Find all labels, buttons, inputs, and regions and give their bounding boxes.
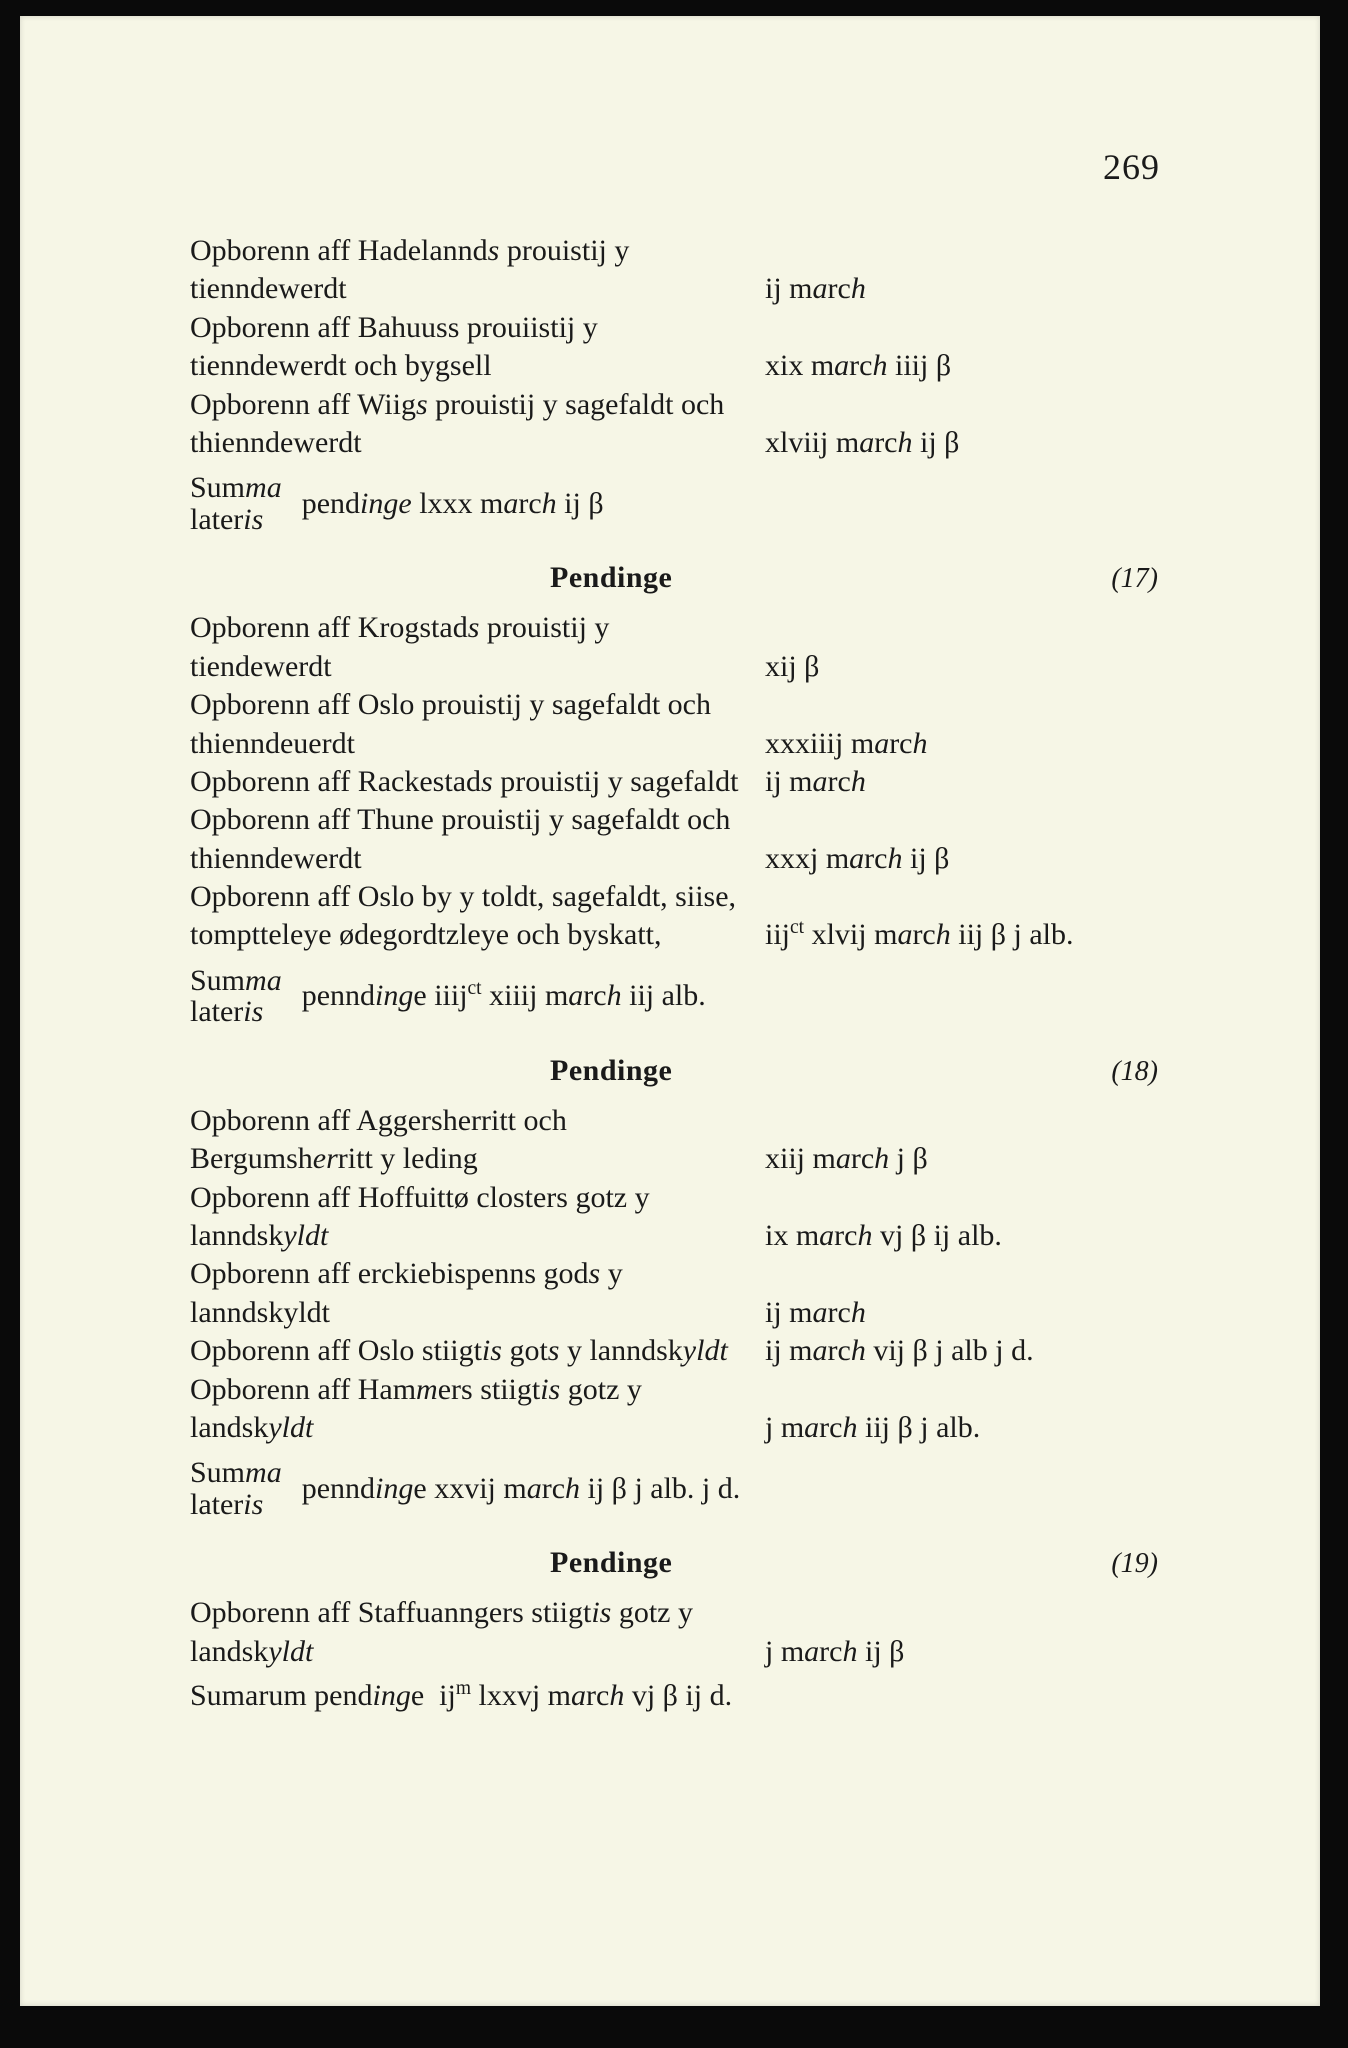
ledger-entry: Opborenn aff Hadelannds prouistij y tien… — [190, 232, 1180, 309]
sumarum-row: Sumarum pendinge ijm lxxvj march vj β ij… — [190, 1677, 1180, 1715]
section-heading-row: Pendinge (17) — [190, 561, 1180, 595]
section-heading-row: Pendinge (19) — [190, 1546, 1180, 1580]
summa-top: Summa — [190, 965, 282, 997]
summa-row: Summa lateris penndinge iiijct xiiij mar… — [190, 965, 1180, 1028]
entry-amount: ij march — [755, 763, 1180, 801]
summa-value: penndinge iiijct xiiij march iij alb. — [302, 979, 1180, 1013]
section-heading-row: Pendinge (18) — [190, 1054, 1180, 1088]
summa-bot: lateris — [190, 1489, 282, 1521]
ledger-entry: Opborenn aff Hoffuittø closters gotz y l… — [190, 1179, 1180, 1256]
ledger-entry: Opborenn aff Staffuanngers stiigtis gotz… — [190, 1594, 1180, 1671]
summa-top: Summa — [190, 1457, 282, 1489]
entry-label: Opborenn aff erckiebispenns gods y lannd… — [190, 1255, 755, 1332]
ledger-entry: Opborenn aff Hammers stiigtis gotz y lan… — [190, 1371, 1180, 1448]
summa-row: Summa lateris pendinge lxxx march ij β — [190, 472, 1180, 535]
entry-amount: ij march — [755, 270, 1180, 308]
summa-bot: lateris — [190, 996, 282, 1028]
summa-value: pendinge lxxx march ij β — [302, 487, 1180, 521]
ledger-entry: Opborenn aff Oslo stiigtis gots y lannds… — [190, 1332, 1180, 1370]
ledger-entry: Opborenn aff Bahuuss prouiistij y tiennd… — [190, 309, 1180, 386]
summa-value: penndinge xxvij march ij β j alb. j d. — [302, 1472, 1180, 1506]
entry-label: Opborenn aff Rackestads prouistij y sage… — [190, 763, 755, 801]
section-heading: Pendinge — [550, 1054, 730, 1088]
entry-amount: j march iij β j alb. — [755, 1409, 1180, 1447]
section-number: (17) — [730, 563, 1180, 595]
ledger-entry: Opborenn aff Oslo prouistij y sagefaldt … — [190, 686, 1180, 763]
section-heading: Pendinge — [550, 1546, 730, 1580]
entry-amount: xiij march j β — [755, 1140, 1180, 1178]
entry-label: Opborenn aff Thune prouistij y sagefaldt… — [190, 801, 755, 878]
entry-amount: ij march vij β j alb j d. — [755, 1332, 1180, 1370]
entry-label: Opborenn aff Hadelannds prouistij y tien… — [190, 232, 755, 309]
summa-bot: lateris — [190, 504, 282, 536]
entry-block: Opborenn aff Hadelannds prouistij y tien… — [190, 232, 1180, 535]
sumarum-value: Sumarum pendinge ijm lxxvj march vj β ij… — [190, 1677, 1180, 1715]
entry-label: Opborenn aff Oslo prouistij y sagefaldt … — [190, 686, 755, 763]
entry-label: Opborenn aff Krogstads prouistij y tiend… — [190, 609, 755, 686]
entry-amount: iijct xlvij march iij β j alb. — [755, 916, 1180, 954]
ledger-entry: Opborenn aff Krogstads prouistij y tiend… — [190, 609, 1180, 686]
entry-amount: ix march vj β ij alb. — [755, 1217, 1180, 1255]
entry-amount: xxxiiij march — [755, 725, 1180, 763]
entry-amount: xxxj march ij β — [755, 840, 1180, 878]
entry-label: Opborenn aff Aggersherritt och Bergumshe… — [190, 1102, 755, 1179]
summa-lateris: Summa lateris — [190, 965, 302, 1028]
entry-label: Opborenn aff Hammers stiigtis gotz y lan… — [190, 1371, 755, 1448]
entry-amount: xix march iiij β — [755, 347, 1180, 385]
summa-lateris: Summa lateris — [190, 472, 302, 535]
entry-label: Opborenn aff Staffuanngers stiigtis gotz… — [190, 1594, 755, 1671]
ledger-entry: Opborenn aff erckiebispenns gods y lannd… — [190, 1255, 1180, 1332]
entry-amount: xij β — [755, 648, 1180, 686]
entry-label: Opborenn aff Oslo by y toldt, sagefaldt,… — [190, 878, 755, 955]
entry-block: Opborenn aff Krogstads prouistij y tiend… — [190, 609, 1180, 1028]
summa-top: Summa — [190, 472, 282, 504]
summa-lateris: Summa lateris — [190, 1457, 302, 1520]
section-number: (19) — [730, 1548, 1180, 1580]
ledger-entry: Opborenn aff Wiigs prouistij y sagefaldt… — [190, 386, 1180, 463]
ledger-entry: Opborenn aff Thune prouistij y sagefaldt… — [190, 801, 1180, 878]
page-number: 269 — [190, 146, 1180, 188]
entry-label: Opborenn aff Oslo stiigtis gots y lannds… — [190, 1332, 755, 1370]
section-number: (18) — [730, 1056, 1180, 1088]
entry-block: Opborenn aff Aggersherritt och Bergumshe… — [190, 1102, 1180, 1521]
entry-amount: ij march — [755, 1294, 1180, 1332]
entry-label: Opborenn aff Wiigs prouistij y sagefaldt… — [190, 386, 755, 463]
entry-amount: xlviij march ij β — [755, 424, 1180, 462]
entry-label: Opborenn aff Bahuuss prouiistij y tiennd… — [190, 309, 755, 386]
entry-amount: j march ij β — [755, 1633, 1180, 1671]
document-page: 269 Opborenn aff Hadelannds prouistij y … — [20, 16, 1320, 2006]
summa-row: Summa lateris penndinge xxvij march ij β… — [190, 1457, 1180, 1520]
entry-label: Opborenn aff Hoffuittø closters gotz y l… — [190, 1179, 755, 1256]
section-heading: Pendinge — [550, 561, 730, 595]
ledger-entry: Opborenn aff Oslo by y toldt, sagefaldt,… — [190, 878, 1180, 955]
ledger-entry: Opborenn aff Aggersherritt och Bergumshe… — [190, 1102, 1180, 1179]
ledger-entry: Opborenn aff Rackestads prouistij y sage… — [190, 763, 1180, 801]
entry-block: Opborenn aff Staffuanngers stiigtis gotz… — [190, 1594, 1180, 1715]
